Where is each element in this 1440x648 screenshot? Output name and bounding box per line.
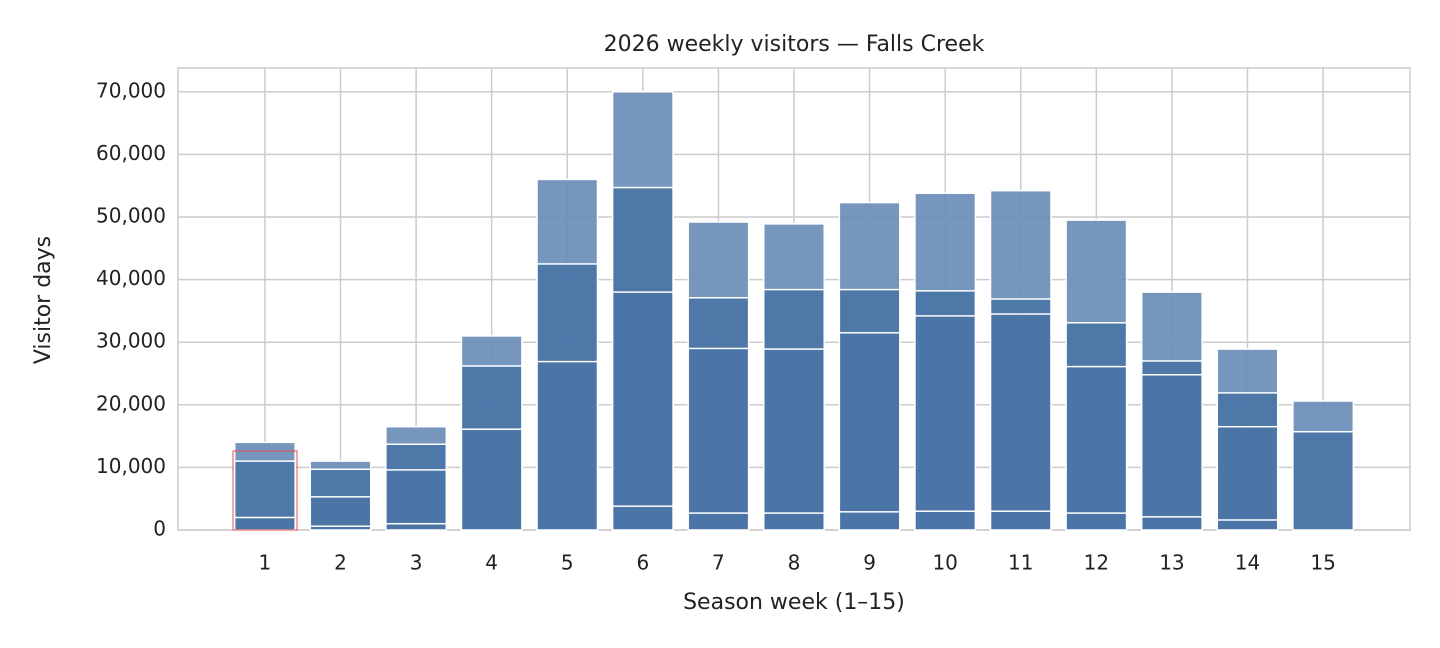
y-tick-label: 30,000 — [96, 329, 166, 353]
y-tick-label: 50,000 — [96, 203, 166, 227]
x-tick-label: 11 — [1008, 551, 1033, 575]
bar — [1292, 430, 1355, 531]
bar — [385, 469, 448, 531]
bar — [309, 525, 372, 531]
bar — [914, 315, 977, 531]
bar — [687, 512, 750, 531]
bar — [989, 510, 1052, 531]
x-tick-label: 12 — [1084, 551, 1109, 575]
x-tick-label: 15 — [1310, 551, 1335, 575]
y-tick-label: 60,000 — [96, 141, 166, 165]
bar — [385, 522, 448, 531]
bar — [687, 347, 750, 531]
chart-title: 2026 weekly visitors — Falls Creek — [604, 32, 985, 57]
bar — [536, 360, 599, 531]
y-tick-label: 0 — [153, 517, 166, 541]
y-tick-label: 10,000 — [96, 454, 166, 478]
y-tick-label: 20,000 — [96, 391, 166, 415]
bar — [838, 511, 901, 531]
bar — [763, 512, 825, 531]
y-tick-label: 40,000 — [96, 266, 166, 290]
x-tick-label: 2 — [334, 551, 347, 575]
bar — [914, 510, 977, 531]
x-tick-label: 10 — [932, 551, 957, 575]
x-tick-label: 1 — [259, 551, 272, 575]
y-axis-label: Visitor days — [31, 236, 56, 364]
x-tick-label: 4 — [485, 551, 498, 575]
bar — [611, 505, 674, 531]
bar — [309, 496, 372, 531]
x-tick-label: 6 — [636, 551, 649, 575]
bars — [233, 91, 1355, 531]
x-tick-label: 7 — [712, 551, 725, 575]
bar — [611, 291, 674, 531]
bar — [1140, 373, 1203, 531]
bar — [763, 348, 825, 531]
bar — [1216, 425, 1279, 531]
bar — [1065, 512, 1128, 531]
bar — [989, 313, 1052, 531]
x-tick-label: 5 — [561, 551, 574, 575]
x-tick-label: 8 — [788, 551, 801, 575]
bar — [233, 516, 296, 531]
x-tick-label: 9 — [863, 551, 876, 575]
bar — [460, 428, 523, 531]
x-tick-label: 3 — [410, 551, 423, 575]
x-axis-label: Season week (1–15) — [683, 590, 905, 615]
bar — [1065, 365, 1128, 531]
y-tick-label: 70,000 — [96, 78, 166, 102]
bar — [1216, 519, 1279, 531]
bar — [1140, 516, 1203, 531]
x-tick-label: 13 — [1159, 551, 1184, 575]
bar — [838, 332, 901, 531]
highlight-box — [232, 450, 298, 531]
x-tick-label: 14 — [1235, 551, 1260, 575]
